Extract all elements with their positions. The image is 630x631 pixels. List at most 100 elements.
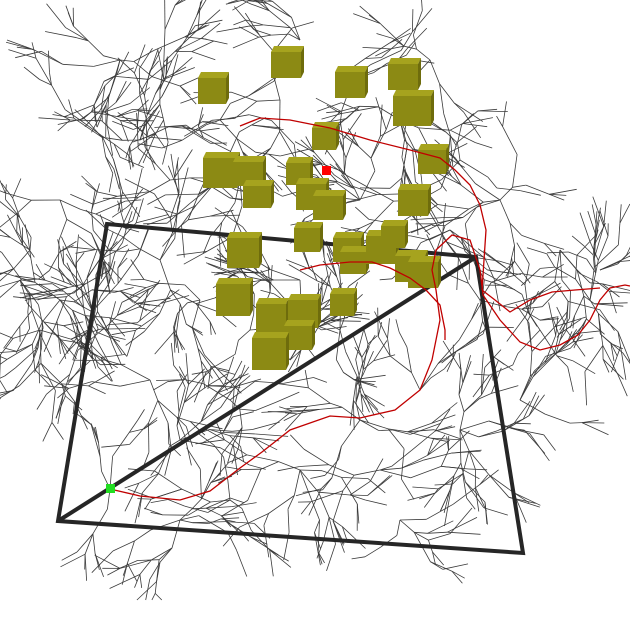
tree-edge (569, 422, 582, 424)
tree-edge (231, 448, 239, 464)
tree-edge (520, 273, 543, 278)
tree-edge (320, 477, 333, 489)
tree-edge (76, 252, 85, 263)
obstacle-top-face (227, 232, 262, 238)
tree-edge (371, 188, 394, 202)
tree-edge (300, 501, 312, 515)
tree-edge (273, 76, 281, 101)
tree-edge (75, 234, 79, 268)
tree-edge (410, 223, 434, 234)
tree-edge (502, 101, 507, 127)
tree-edge (569, 290, 571, 319)
tree-edge (191, 327, 205, 356)
tree-edge (353, 400, 369, 424)
tree-edge (179, 374, 186, 388)
tree-edge (175, 333, 180, 354)
tree-edge (52, 283, 64, 292)
tree-edge (253, 29, 272, 36)
tree-edge (345, 133, 359, 147)
tree-edge (292, 409, 320, 412)
tree-edge (354, 188, 361, 201)
tree-edge (532, 353, 557, 378)
tree-edge (364, 393, 385, 407)
tree-edge (183, 384, 189, 403)
tree-edge (198, 107, 204, 127)
obstacle-top-face (216, 278, 253, 284)
tree-edge (280, 148, 309, 157)
tree-edge (611, 346, 621, 373)
tree-edge (165, 67, 195, 79)
tree-edge (216, 422, 225, 440)
tree-edge (0, 379, 8, 393)
tree-edge (484, 279, 516, 291)
tree-edge (99, 345, 113, 370)
tree-edge (341, 477, 369, 479)
tree-edge (92, 508, 108, 535)
tree-edge (63, 325, 79, 336)
obstacle-box (388, 58, 421, 90)
tree-edge (419, 377, 432, 391)
tree-edge (113, 143, 121, 158)
tree-edge (59, 339, 69, 354)
tree-edge (176, 416, 191, 422)
tree-edge (561, 280, 571, 291)
tree-edge (364, 394, 379, 411)
tree-edge (146, 213, 178, 226)
tree-edge (195, 19, 223, 27)
tree-edge (89, 123, 103, 138)
tree-edge (337, 181, 355, 189)
tree-edge (326, 104, 342, 114)
tree-edge (184, 24, 210, 38)
tree-edge (453, 102, 468, 112)
tree-edge (185, 353, 189, 385)
tree-edge (144, 130, 149, 148)
tree-edge (401, 459, 424, 469)
tree-edge (156, 562, 161, 582)
tree-edge (37, 295, 53, 301)
tree-edge (307, 402, 331, 407)
obstacle-front-face (313, 196, 343, 220)
tree-edge (468, 282, 481, 301)
tree-edge (174, 0, 181, 6)
tree-edge (135, 198, 144, 224)
tree-edge (374, 311, 388, 339)
tree-edge (277, 466, 300, 472)
tree-edge (502, 297, 531, 307)
tree-edge (511, 257, 515, 275)
tree-edge (471, 303, 479, 320)
tree-edge (332, 490, 344, 522)
tree-edge (100, 328, 129, 330)
tree-edge (317, 519, 320, 553)
tree-edge (440, 156, 454, 189)
tree-edge (210, 476, 226, 483)
tree-edge (159, 104, 164, 121)
tree-edge (549, 193, 565, 201)
tree-edge (119, 197, 139, 199)
tree-edge (479, 299, 483, 322)
tree-edge (341, 109, 360, 114)
tree-edge (599, 309, 615, 331)
tree-edge (164, 5, 176, 30)
tree-edge (353, 336, 363, 358)
tree-edge (462, 117, 493, 124)
tree-edge (136, 581, 157, 601)
tree-edge (8, 49, 37, 59)
obstacle-box (198, 72, 229, 104)
tree-edge (19, 217, 32, 238)
obstacle-front-face (271, 52, 301, 78)
tree-edge (106, 123, 114, 156)
tree-edge (35, 264, 46, 281)
tree-edge (13, 363, 33, 391)
tree-edge (141, 473, 159, 494)
tree-edge (263, 169, 283, 191)
tree-edge (344, 174, 372, 190)
tree-edge (31, 347, 39, 364)
tree-edge (593, 229, 599, 246)
tree-edge (345, 132, 357, 159)
tree-edge (269, 549, 289, 562)
tree-edge (65, 253, 76, 268)
tree-edge (112, 344, 122, 365)
tree-edge (429, 59, 440, 85)
tree-edge (412, 9, 414, 32)
